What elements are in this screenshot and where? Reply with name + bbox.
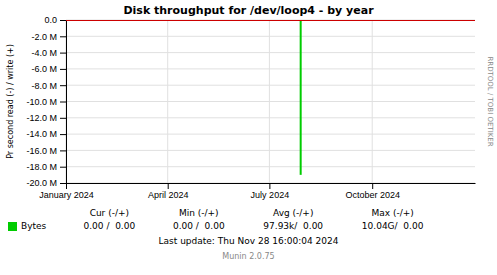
y-tick: -2.0 M <box>31 32 66 42</box>
y-tick: -12.0 M <box>26 113 66 123</box>
legend-value: 97.93k/ 0.00 <box>263 221 323 231</box>
legend-swatch <box>8 222 17 231</box>
y-tick-label: -12.0 M <box>26 113 57 123</box>
y-tick-label: -20.0 M <box>26 178 57 188</box>
y-tick-label: -6.0 M <box>31 64 57 74</box>
grid <box>66 20 475 183</box>
legend-label: Bytes <box>21 221 47 231</box>
legend: Bytes <box>8 221 47 232</box>
y-tick: -4.0 M <box>31 48 66 58</box>
y-tick-mark <box>60 20 66 21</box>
y-tick-mark <box>60 53 66 54</box>
y-tick: -8.0 M <box>31 81 66 91</box>
x-tick-mark <box>372 183 373 189</box>
x-tick-label: July 2024 <box>251 190 290 200</box>
y-tick-mark <box>60 85 66 86</box>
y-tick-mark <box>60 183 66 184</box>
y-tick-mark <box>60 167 66 168</box>
y-tick: -6.0 M <box>31 64 66 74</box>
y-tick: 0.0 <box>44 15 66 25</box>
grid-line-y <box>66 117 475 118</box>
y-tick: -16.0 M <box>26 146 66 156</box>
y-tick-mark <box>60 150 66 151</box>
x-tick: October 2024 <box>345 183 400 200</box>
legend-table: Cur (-/+) 0.00 / 0.00 Min (-/+) 0.00 / 0.00… <box>83 56 494 260</box>
y-tick-mark <box>60 36 66 37</box>
legend-header: Max (-/+) <box>371 208 413 218</box>
y-tick-label: -4.0 M <box>31 48 57 58</box>
legend-value: 0.00 / 0.00 <box>83 221 135 231</box>
y-tick-mark <box>60 134 66 135</box>
y-axis: 0.0 -2.0 M -4.0 M -6.0 M -8.0 M -10.0 M -12.0 … <box>26 15 66 188</box>
x-tick-label: January 2024 <box>39 190 94 200</box>
grid-line-y <box>66 68 475 69</box>
y-tick: -10.0 M <box>26 97 66 107</box>
grid-line-y <box>66 150 475 151</box>
series-line <box>300 20 302 175</box>
legend-value: 0.00 / 0.00 <box>173 221 225 231</box>
y-tick-label: -18.0 M <box>26 162 57 172</box>
x-tick-label: April 2024 <box>148 190 189 200</box>
x-axis-line <box>67 183 476 184</box>
y-tick: -14.0 M <box>26 129 66 139</box>
grid-line-y <box>66 134 475 135</box>
grid-line-y <box>66 183 475 184</box>
chart: January 2024 April 2024 July 2024 October 2… <box>0 0 497 275</box>
y-tick: -20.0 M <box>26 178 66 188</box>
y-tick: -18.0 M <box>26 162 66 172</box>
x-tick-label: October 2024 <box>345 190 400 200</box>
y-tick-mark <box>60 118 66 119</box>
x-tick: April 2024 <box>148 183 189 200</box>
y-tick-label: -16.0 M <box>26 146 57 156</box>
grid-line-y <box>66 101 475 102</box>
version-note: Munin 2.0.75 <box>222 252 274 261</box>
x-tick-mark <box>168 183 169 189</box>
plot-area <box>66 20 475 175</box>
grid-line-x <box>269 20 270 183</box>
grid-line-y <box>66 52 475 53</box>
grid-line-x <box>372 20 373 183</box>
y-tick-label: -2.0 M <box>31 32 57 42</box>
series-line <box>66 20 475 21</box>
y-tick-label: -8.0 M <box>31 81 57 91</box>
legend-header: Cur (-/+) <box>90 208 129 218</box>
grid-line-y <box>66 20 475 21</box>
y-tick-label: 0.0 <box>44 15 57 25</box>
legend-header: Min (-/+) <box>179 208 219 218</box>
y-axis-title: Pr second read (-) / write (+) <box>6 44 15 159</box>
grid-line-y <box>66 85 475 86</box>
x-tick: July 2024 <box>251 183 290 200</box>
title: Disk throughput for /dev/loop4 - by year <box>123 4 374 17</box>
grid-line-x <box>167 20 168 183</box>
y-tick-mark <box>60 69 66 70</box>
legend-header: Avg (-/+) <box>273 208 313 218</box>
grid-line-y <box>66 36 475 37</box>
y-tick-mark <box>60 102 66 103</box>
grid-line-y <box>66 166 475 167</box>
y-tick-label: -14.0 M <box>26 129 57 139</box>
y-tick-label: -10.0 M <box>26 97 57 107</box>
legend-value: 10.04G/ 0.00 <box>362 221 424 231</box>
last-update: Last update: Thu Nov 28 16:00:04 2024 <box>159 236 339 246</box>
y-axis-line <box>66 21 67 184</box>
x-tick-mark <box>66 183 67 189</box>
watermark: RRDTOOL / TOBI OETIKER <box>486 56 494 146</box>
x-axis: January 2024 April 2024 July 2024 October 2… <box>39 183 475 200</box>
x-tick-mark <box>269 183 270 189</box>
